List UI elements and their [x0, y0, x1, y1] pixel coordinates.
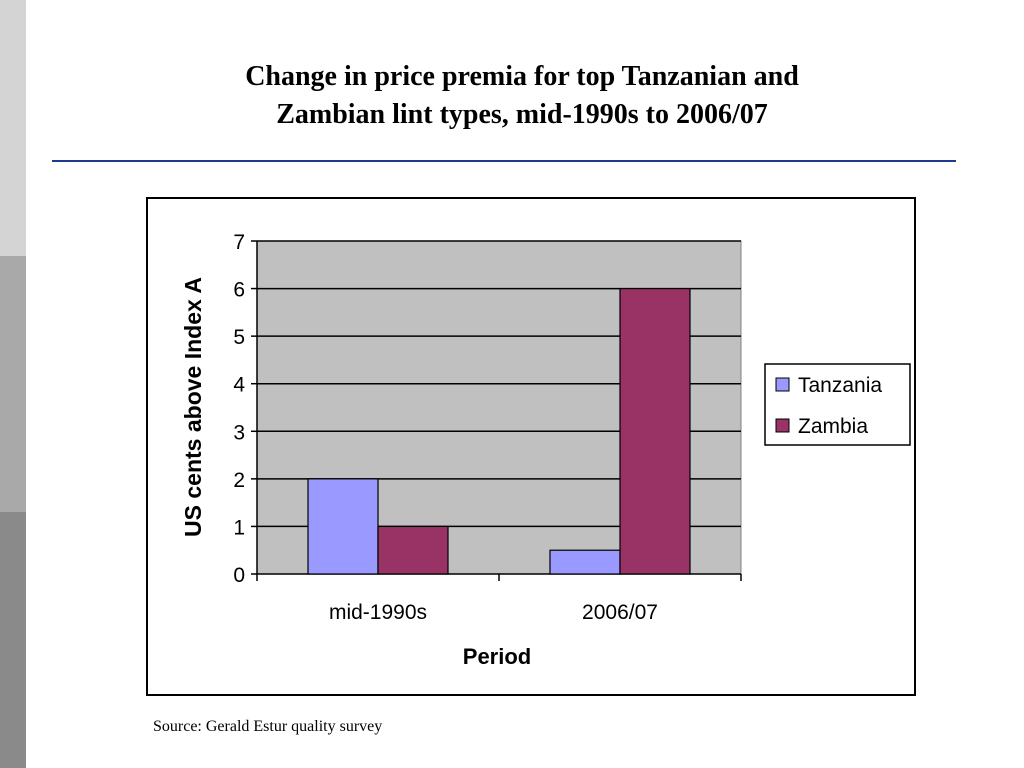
x-axis-label: Period	[463, 644, 531, 669]
y-tick-label: 2	[233, 469, 245, 492]
x-tick-label: mid-1990s	[329, 601, 427, 624]
y-tick-label: 7	[233, 231, 245, 254]
x-tick-label: 2006/07	[582, 601, 658, 624]
y-tick-label: 5	[233, 326, 245, 349]
legend-swatch-tanzania	[775, 377, 790, 392]
chart-frame: 0 1 2 3 4 5 6 7 mid-1990s 2006/07 US cents above …	[146, 197, 916, 696]
y-tick-label: 6	[233, 279, 245, 302]
bar-tanzania-1	[307, 478, 379, 575]
slide-title: Change in price premia for top Tanzanian…	[150, 58, 894, 134]
slide-title-line-1: Change in price premia for top Tanzanian…	[245, 61, 799, 92]
bar-tanzania-2	[549, 549, 621, 575]
side-band-medium	[0, 256, 26, 512]
legend-label-zambia: Zambia	[798, 415, 868, 438]
legend: Tanzania Zambia	[764, 363, 911, 446]
legend-label-tanzania: Tanzania	[798, 374, 882, 397]
bar-zambia-2	[619, 287, 691, 575]
bar-zambia-1	[377, 525, 449, 575]
y-tick-label: 1	[233, 516, 245, 539]
legend-swatch-zambia	[775, 418, 790, 433]
y-tick-label: 3	[233, 421, 245, 444]
y-tick-label: 0	[233, 564, 245, 587]
y-axis-label: US cents above Index A	[180, 277, 206, 537]
side-band-light	[0, 0, 26, 256]
bar-chart: 0 1 2 3 4 5 6 7 mid-1990s 2006/07 US cents above …	[180, 231, 911, 669]
y-tick-label: 4	[233, 374, 245, 397]
title-divider	[52, 160, 956, 162]
side-band-dark	[0, 512, 26, 768]
source-note: Source: Gerald Estur quality survey	[153, 718, 383, 735]
slide-title-line-2: Zambian lint types, mid-1990s to 2006/07	[276, 99, 768, 130]
